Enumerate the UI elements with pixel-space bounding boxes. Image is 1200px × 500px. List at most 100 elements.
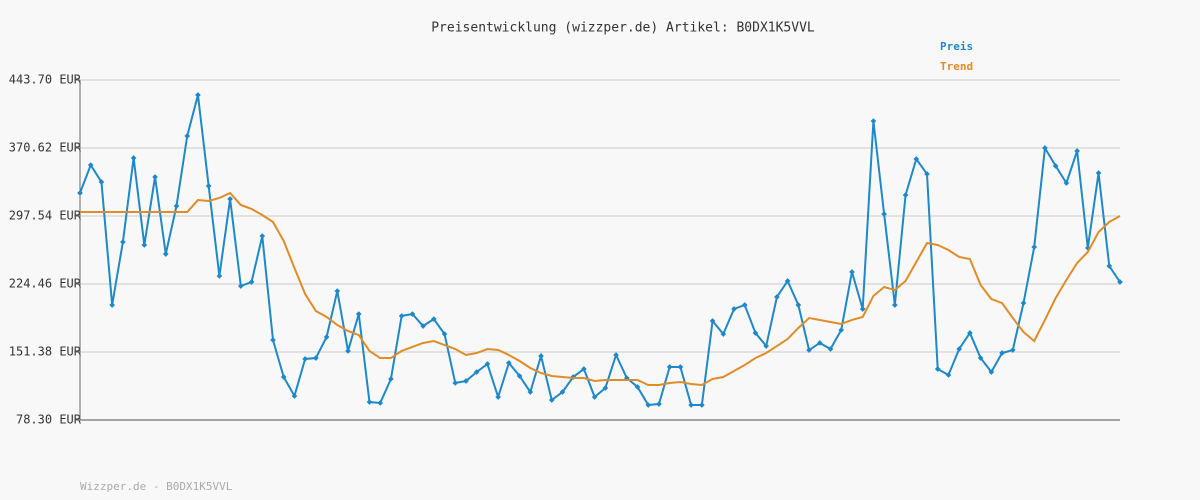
y-tick-label: 297.54 EUR xyxy=(9,209,82,223)
point xyxy=(259,233,266,239)
point xyxy=(184,133,191,139)
point xyxy=(495,394,501,400)
point xyxy=(1009,347,1016,353)
point xyxy=(699,402,705,408)
point xyxy=(205,183,212,189)
footer: Wizzper.de - B0DX1K5VVL xyxy=(80,480,233,493)
point xyxy=(849,269,855,275)
point xyxy=(548,397,555,403)
point xyxy=(763,343,770,349)
point xyxy=(709,318,716,324)
point xyxy=(195,92,201,98)
point xyxy=(838,327,845,333)
point xyxy=(334,288,341,294)
point xyxy=(366,399,373,405)
point xyxy=(516,373,523,379)
point xyxy=(988,369,995,375)
point xyxy=(956,346,963,352)
point xyxy=(666,364,673,370)
point xyxy=(677,364,684,370)
point xyxy=(452,380,459,386)
y-tick-label: 224.46 EUR xyxy=(9,277,82,291)
point xyxy=(409,311,416,317)
point xyxy=(430,316,437,322)
point xyxy=(688,402,694,408)
point xyxy=(355,311,362,317)
point xyxy=(77,190,83,196)
point xyxy=(280,374,287,380)
point xyxy=(1117,279,1123,285)
point xyxy=(591,394,598,400)
point xyxy=(741,302,748,308)
point xyxy=(806,347,812,353)
point xyxy=(1020,300,1027,306)
point xyxy=(473,369,480,375)
point xyxy=(1063,180,1070,186)
point xyxy=(902,192,909,198)
point xyxy=(645,402,652,408)
point xyxy=(945,372,952,378)
y-tick-label: 78.30 EUR xyxy=(16,413,82,427)
point xyxy=(377,400,384,406)
point xyxy=(120,239,126,245)
point xyxy=(420,323,426,329)
point xyxy=(934,366,941,372)
point xyxy=(977,355,984,361)
point xyxy=(1095,170,1102,176)
point xyxy=(270,337,276,343)
point xyxy=(795,302,802,308)
point xyxy=(859,306,866,312)
point xyxy=(323,334,330,340)
y-tick-label: 443.70 EUR xyxy=(9,73,82,87)
point xyxy=(913,156,920,162)
point xyxy=(774,294,780,300)
point xyxy=(999,350,1005,356)
point xyxy=(506,360,512,366)
point xyxy=(538,353,544,359)
point xyxy=(345,348,351,354)
point xyxy=(98,179,105,185)
point xyxy=(731,306,737,312)
point xyxy=(87,162,94,168)
point xyxy=(827,346,834,352)
point xyxy=(248,279,255,285)
point xyxy=(130,155,137,161)
point xyxy=(967,330,973,336)
point xyxy=(581,366,587,372)
point xyxy=(881,211,887,217)
point xyxy=(1074,148,1080,154)
legend-label: Trend xyxy=(940,60,973,73)
point xyxy=(313,355,319,361)
point xyxy=(1106,263,1113,269)
y-tick-label: 370.62 EUR xyxy=(9,141,82,155)
series-line xyxy=(80,191,1121,387)
point xyxy=(816,340,823,346)
point xyxy=(870,118,877,124)
point xyxy=(291,393,298,399)
chart-title: Preisentwicklung (wizzper.de) Artikel: B… xyxy=(431,21,815,36)
point xyxy=(388,376,394,382)
point xyxy=(162,251,169,257)
y-tick-label: 151.38 EUR xyxy=(9,345,82,359)
point xyxy=(227,196,233,202)
legend-label: Preis xyxy=(940,40,973,53)
point xyxy=(613,352,619,358)
point xyxy=(463,378,469,384)
point xyxy=(720,331,727,337)
point xyxy=(141,242,148,248)
point xyxy=(527,389,534,395)
point xyxy=(237,283,244,289)
point xyxy=(441,331,448,337)
point xyxy=(602,385,609,391)
point xyxy=(634,384,641,390)
point xyxy=(752,330,759,336)
point xyxy=(484,361,491,367)
point xyxy=(302,356,308,362)
point xyxy=(892,302,898,308)
point xyxy=(559,389,566,395)
point xyxy=(1052,163,1059,169)
point xyxy=(924,171,930,177)
point xyxy=(398,313,405,319)
